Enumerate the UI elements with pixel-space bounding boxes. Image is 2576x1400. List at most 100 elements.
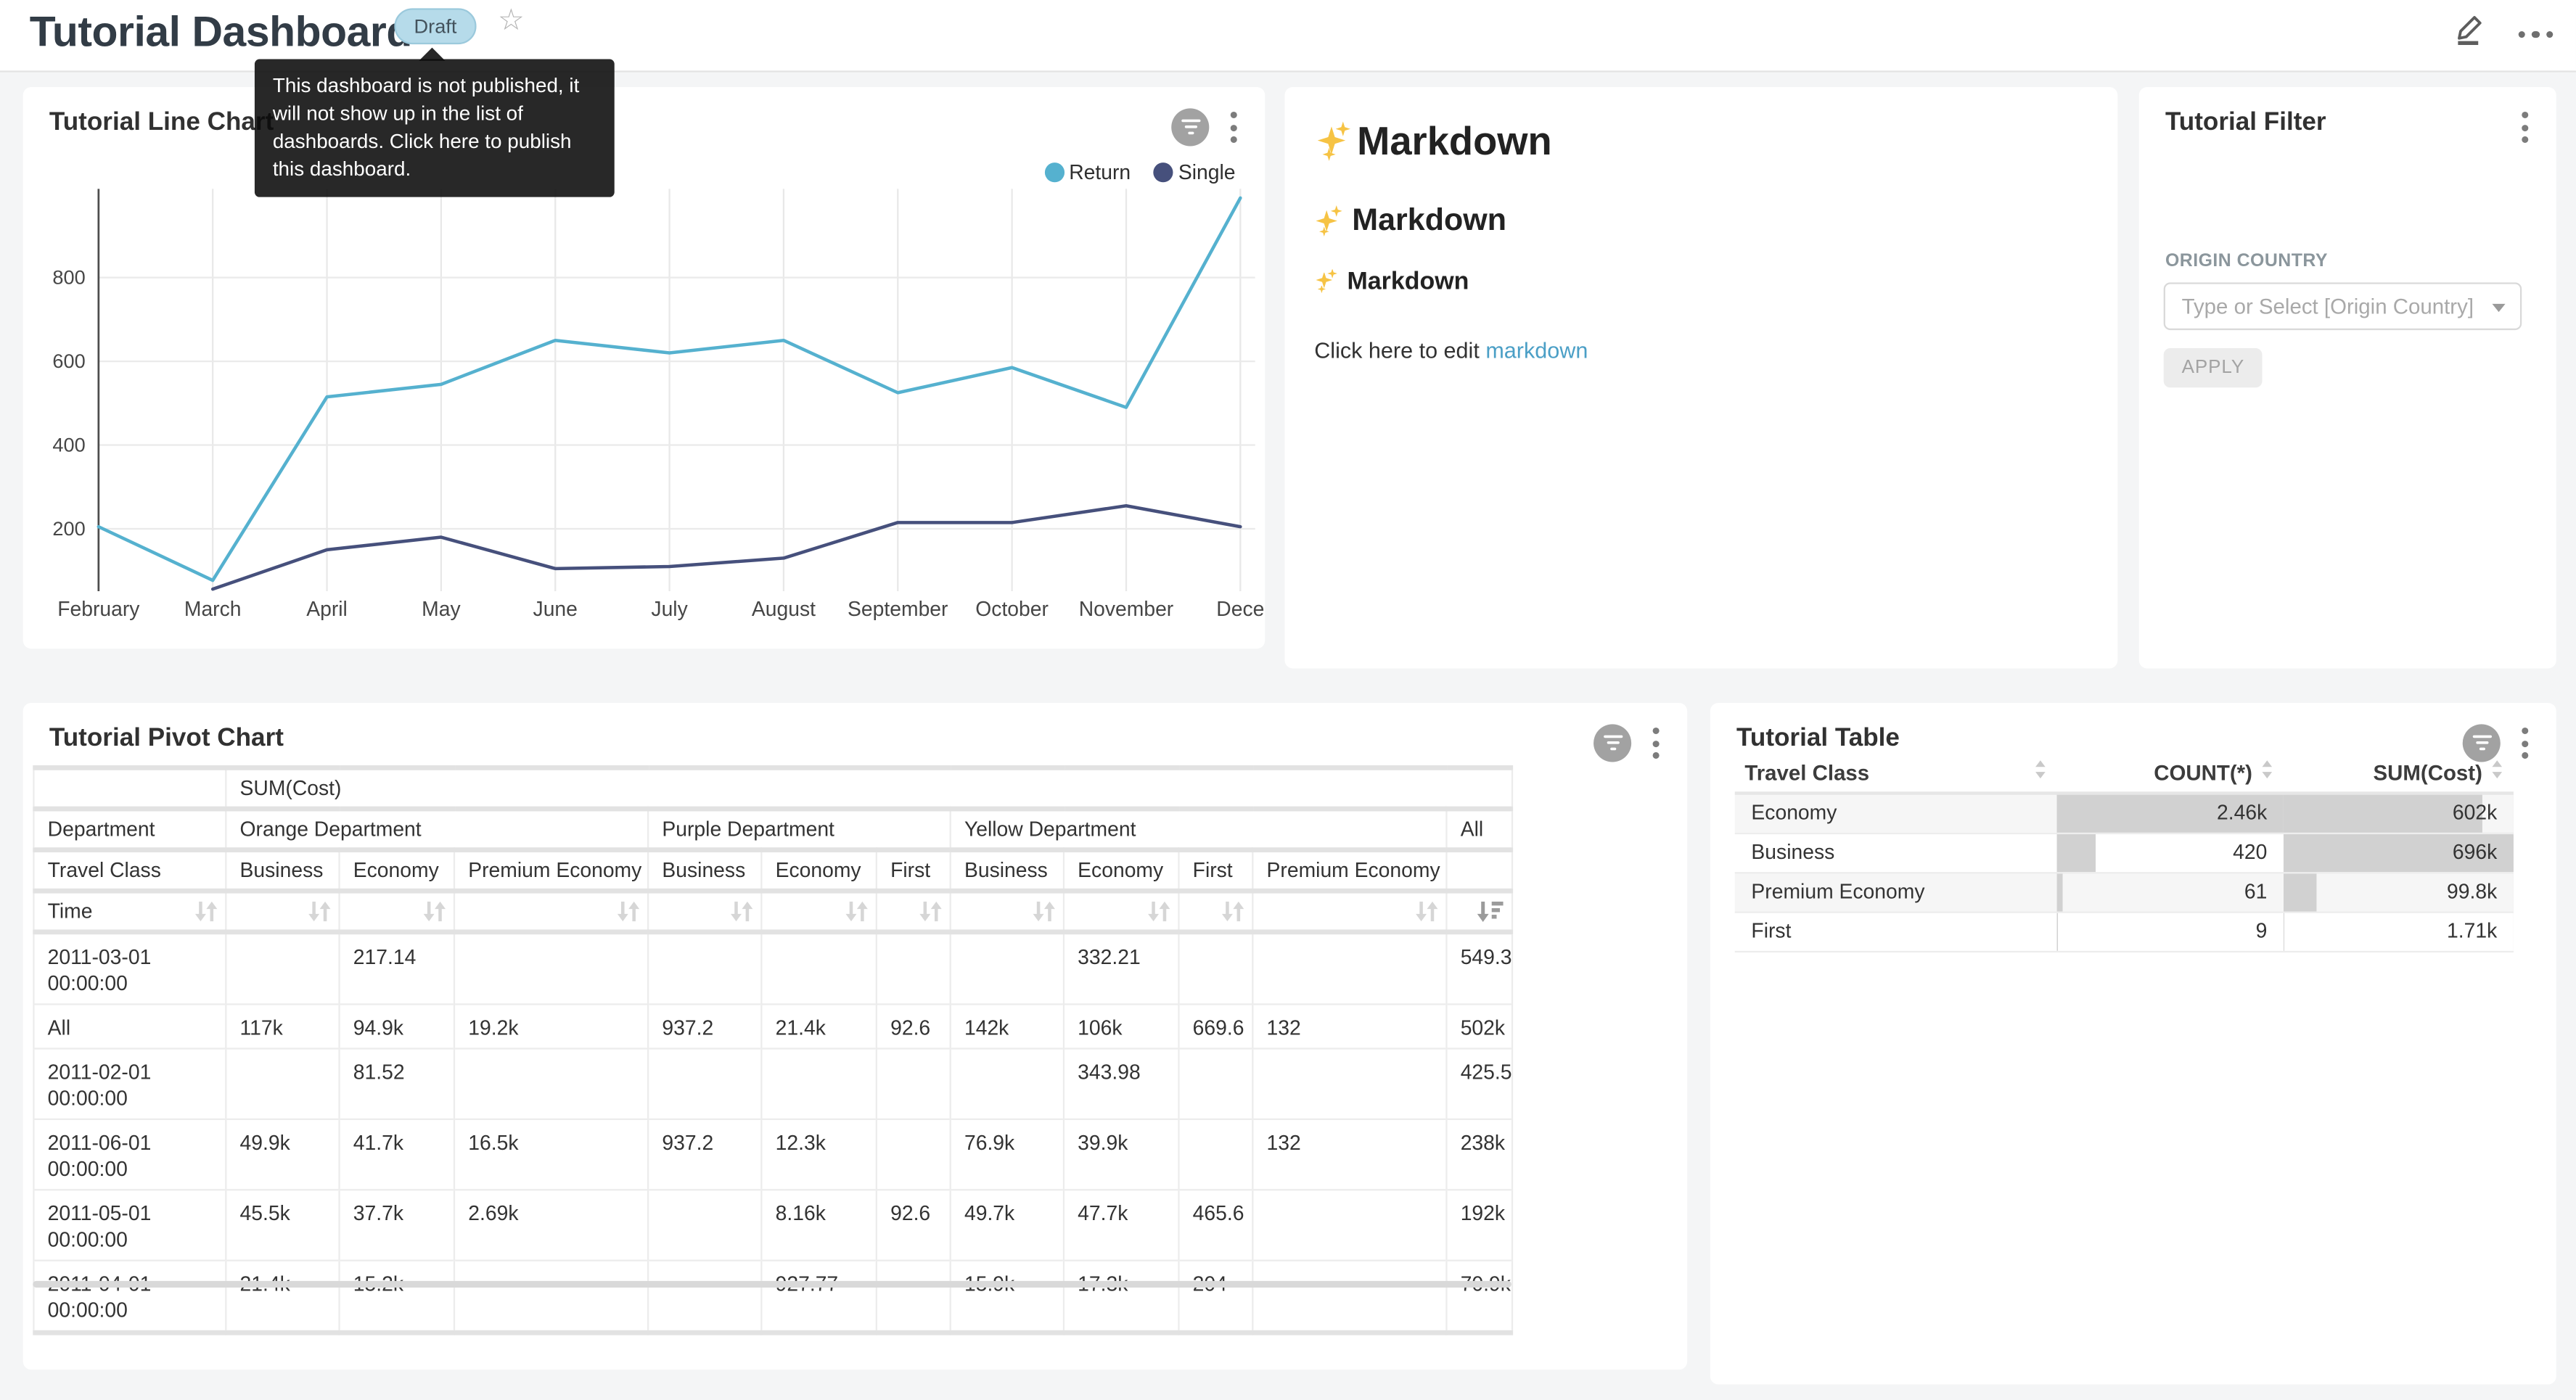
pivot-value-cell xyxy=(1252,931,1448,1005)
pivot-value-cell: 465.6 xyxy=(1178,1190,1254,1261)
x-axis-tick: June xyxy=(533,597,578,620)
favorite-star-icon[interactable]: ☆ xyxy=(497,3,525,36)
pivot-class-header: First xyxy=(1178,849,1254,892)
pivot-value-cell: 76.9k xyxy=(950,1119,1065,1190)
series-line-return[interactable] xyxy=(97,196,1242,582)
chart-menu-button[interactable] xyxy=(1648,724,1665,762)
pivot-class-header: Economy xyxy=(761,849,877,892)
pivot-column-sort[interactable] xyxy=(1063,891,1180,932)
apply-button[interactable]: APPLY xyxy=(2163,347,2263,388)
legend-item-return[interactable]: Return xyxy=(1044,161,1131,184)
pivot-group-header: Purple Department xyxy=(648,809,951,850)
pivot-chart-title: Tutorial Pivot Chart xyxy=(49,724,284,752)
pivot-value-cell: 92.6 xyxy=(876,1004,951,1049)
pivot-value-cell: 70.9k xyxy=(1446,1260,1514,1333)
line-chart-card: Tutorial Line Chart Return Single 200 400 6… xyxy=(22,86,1266,649)
x-axis-tick: February xyxy=(57,597,140,620)
draft-status-badge[interactable]: Draft xyxy=(394,8,477,45)
table-row[interactable]: Economy 2.46k 602k xyxy=(1734,793,2514,833)
pivot-department-label: Department xyxy=(33,809,227,850)
filter-indicator-icon[interactable] xyxy=(1171,108,1210,147)
legend-dot xyxy=(1153,162,1174,183)
pivot-column-sort[interactable] xyxy=(876,891,951,932)
pivot-value-cell: 47.7k xyxy=(1063,1190,1180,1261)
pivot-value-cell: 21.4k xyxy=(761,1004,877,1049)
pivot-value-cell xyxy=(1178,1048,1254,1119)
pivot-column-sort[interactable] xyxy=(1252,891,1448,932)
pivot-time-sort-header[interactable]: Time xyxy=(33,891,227,932)
table-header-travel-class[interactable]: Travel Class xyxy=(1734,752,2057,795)
y-axis-tick: 200 xyxy=(52,517,85,540)
horizontal-scrollbar[interactable] xyxy=(33,1280,1511,1288)
legend-label: Return xyxy=(1069,160,1131,184)
pivot-group-header: Yellow Department xyxy=(950,809,1448,850)
more-actions-button[interactable] xyxy=(2517,21,2554,38)
line-chart[interactable]: 200 400 600 800 February March April May June Jul… xyxy=(23,87,1266,648)
pivot-all-sort-active[interactable] xyxy=(1446,891,1514,932)
filter-menu-button[interactable] xyxy=(2516,108,2533,146)
pivot-value-cell: 132 xyxy=(1252,1119,1448,1190)
chart-legend: Return Single xyxy=(1044,161,1236,184)
x-axis-tick: Dece xyxy=(1216,597,1264,620)
pivot-column-sort[interactable] xyxy=(950,891,1065,932)
chart-menu-button[interactable] xyxy=(1226,108,1242,146)
pivot-value-cell xyxy=(648,931,763,1005)
pivot-column-sort[interactable] xyxy=(226,891,340,932)
table-row[interactable]: Business 420 696k xyxy=(1734,832,2514,873)
pivot-column-sort[interactable] xyxy=(761,891,877,932)
markdown-edit-link[interactable]: markdown xyxy=(1485,338,1588,363)
pivot-row: 2011-02-01 00:00:00 81.52 343.98 425.5 xyxy=(33,1048,1514,1119)
markdown-h3: Markdown xyxy=(1314,268,2094,296)
table-row[interactable]: Premium Economy 61 99.8k xyxy=(1734,872,2514,913)
table-header-sum-cost-[interactable]: SUM(Cost) xyxy=(2283,752,2514,795)
pivot-value-cell: 332.21 xyxy=(1063,931,1180,1005)
legend-item-single[interactable]: Single xyxy=(1153,161,1236,184)
pivot-value-cell: 217.14 xyxy=(339,931,456,1005)
table-header-count-[interactable]: COUNT(*) xyxy=(2056,752,2284,795)
pivot-value-cell: 937.2 xyxy=(648,1004,763,1049)
table-cell-count: 420 xyxy=(2056,832,2284,873)
pivot-row-time: 2011-04-01 00:00:00 xyxy=(33,1260,227,1333)
filter-card: Tutorial Filter ORIGIN COUNTRY Type or S… xyxy=(2138,86,2556,669)
pivot-value-cell xyxy=(761,1048,877,1119)
pivot-row-time: 2011-06-01 00:00:00 xyxy=(33,1119,227,1190)
pivot-column-sort[interactable] xyxy=(1178,891,1254,932)
x-axis-tick: August xyxy=(752,597,816,620)
chart-menu-button[interactable] xyxy=(2516,724,2533,762)
edit-dashboard-button[interactable] xyxy=(2452,10,2488,49)
pivot-value-cell xyxy=(454,1260,649,1333)
pivot-value-cell xyxy=(876,931,951,1005)
table-card: Tutorial Table Travel Class COUNT(*) SUM(C… xyxy=(1710,702,2556,1385)
pivot-column-sort[interactable] xyxy=(454,891,649,932)
markdown-h2: Markdown xyxy=(1314,204,2094,240)
sparkles-icon xyxy=(1314,205,1347,238)
filter-indicator-icon[interactable] xyxy=(1593,724,1632,762)
pivot-value-cell xyxy=(648,1190,763,1261)
pivot-value-cell: 19.2k xyxy=(454,1004,649,1049)
pivot-value-cell: 45.5k xyxy=(226,1190,340,1261)
table-row[interactable]: First 9 1.71k xyxy=(1734,911,2514,952)
pivot-value-cell: 117k xyxy=(226,1004,340,1049)
pivot-table: SUM(Cost) Department Orange Department Purp… xyxy=(33,765,1514,1335)
pivot-value-cell: 132 xyxy=(1252,1004,1448,1049)
pivot-value-cell: 204 xyxy=(1178,1260,1254,1333)
pivot-class-header: Premium Economy xyxy=(1252,849,1448,892)
legend-dot xyxy=(1044,162,1065,183)
sparkles-icon xyxy=(1314,121,1357,165)
pivot-value-cell: 15.2k xyxy=(339,1260,456,1333)
table-cell-travel-class: Economy xyxy=(1734,793,2057,833)
pivot-column-sort[interactable] xyxy=(648,891,763,932)
pivot-value-cell: 92.6 xyxy=(876,1190,951,1261)
pivot-column-sort[interactable] xyxy=(339,891,456,932)
origin-country-select[interactable]: Type or Select [Origin Country] xyxy=(2163,282,2522,331)
pivot-metric-header: SUM(Cost) xyxy=(226,767,1514,810)
table-cell-count: 2.46k xyxy=(2056,793,2284,833)
pivot-class-header: First xyxy=(876,849,951,892)
series-line-single[interactable] xyxy=(210,503,1242,591)
markdown-card: Markdown Markdown Markdown Click here to… xyxy=(1284,86,2118,669)
pivot-value-cell: 49.9k xyxy=(226,1119,340,1190)
pivot-value-cell xyxy=(1252,1190,1448,1261)
pencil-icon xyxy=(2456,16,2481,46)
